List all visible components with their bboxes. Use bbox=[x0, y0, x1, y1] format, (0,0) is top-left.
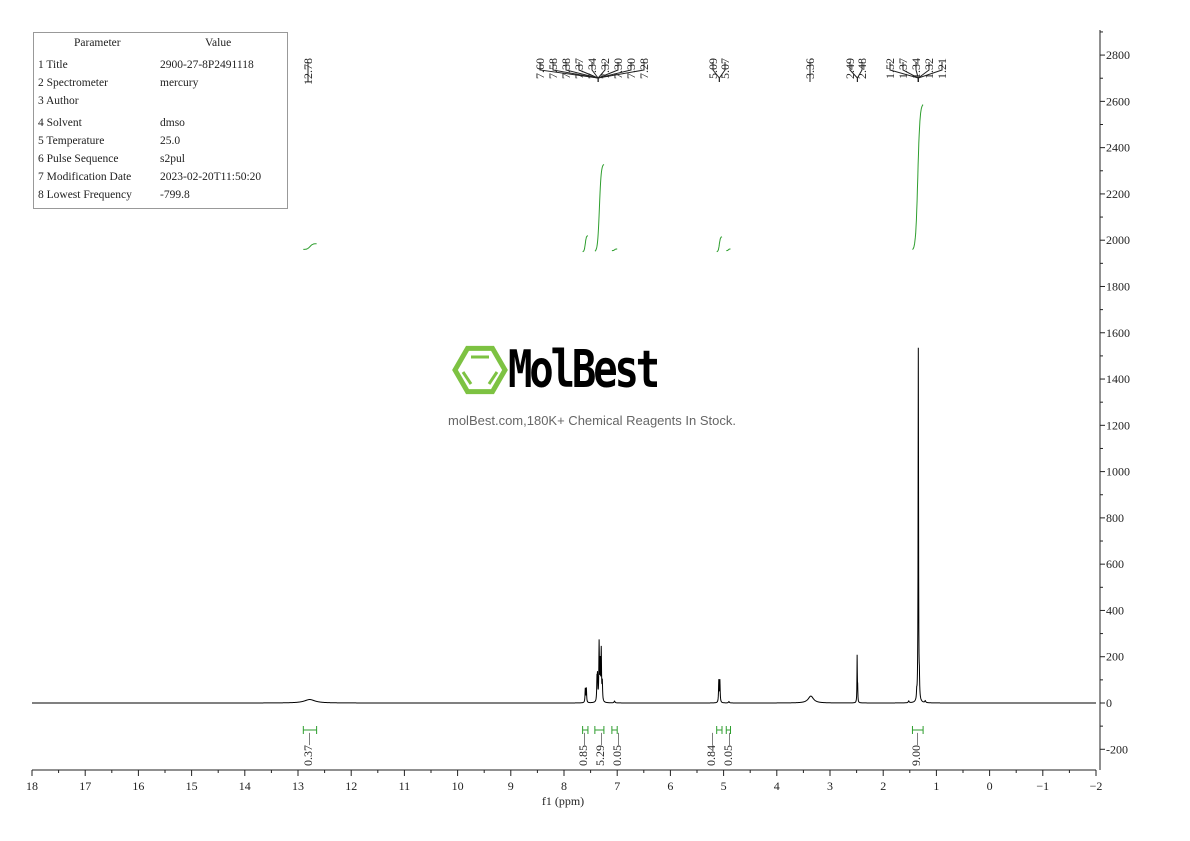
integral-bracket bbox=[725, 726, 732, 734]
integral-curve bbox=[303, 243, 317, 250]
x-tick-label: 5 bbox=[721, 779, 727, 793]
x-tick-label: 16 bbox=[132, 779, 144, 793]
x-tick-label: 11 bbox=[399, 779, 411, 793]
x-tick-label: −1 bbox=[1036, 779, 1049, 793]
parameter-row: 4 Solvent dmso bbox=[38, 117, 185, 129]
spectrum-line bbox=[32, 347, 1096, 704]
parameter-row: 1 Title 2900-27-8P2491118 bbox=[38, 59, 254, 71]
y-tick-label: 2600 bbox=[1106, 94, 1130, 108]
integral-value: 0.05— bbox=[610, 732, 624, 766]
peak-connector bbox=[718, 62, 726, 82]
x-tick-label: −2 bbox=[1090, 779, 1103, 793]
parameter-row: 8 Lowest Frequency -799.8 bbox=[38, 189, 190, 201]
x-tick-label: 8 bbox=[561, 779, 567, 793]
x-tick-label: 14 bbox=[239, 779, 251, 793]
integral-value: 0.37— bbox=[301, 732, 315, 766]
integral-value: 0.05— bbox=[721, 732, 735, 766]
y-tick-label: 1200 bbox=[1106, 418, 1130, 432]
x-tick-label: 17 bbox=[79, 779, 91, 793]
x-tick-label: 1 bbox=[933, 779, 939, 793]
integral-value: 0.84— bbox=[704, 732, 718, 766]
y-tick-label: 2400 bbox=[1106, 141, 1130, 155]
integral-value: 5.29— bbox=[593, 732, 607, 766]
parameter-row: 3 Author bbox=[38, 95, 79, 107]
y-tick-label: 2200 bbox=[1106, 187, 1130, 201]
x-axis-label: f1 (ppm) bbox=[542, 794, 584, 808]
watermark-tagline: molBest.com,180K+ Chemical Reagents In S… bbox=[448, 413, 736, 428]
integral-bracket bbox=[582, 726, 589, 734]
x-tick-label: 18 bbox=[26, 779, 38, 793]
integral-value: 9.00— bbox=[909, 732, 923, 766]
y-tick-label: 200 bbox=[1106, 650, 1124, 664]
value-header: Value bbox=[205, 37, 232, 49]
peak-connector bbox=[597, 62, 645, 82]
y-tick-label: 0 bbox=[1106, 696, 1112, 710]
x-tick-label: 3 bbox=[827, 779, 833, 793]
integral-layer: 0.37— 0.85— 5.29— 0.05— 0.84— 0.05— 9.00— bbox=[301, 104, 924, 766]
x-tick-label: 9 bbox=[508, 779, 514, 793]
parameter-row: 7 Modification Date 2023-02-20T11:50:20 bbox=[38, 171, 262, 183]
y-tick-label: 1400 bbox=[1106, 372, 1130, 386]
integral-bracket bbox=[594, 726, 605, 734]
parameter-row: 6 Pulse Sequence s2pul bbox=[38, 153, 185, 165]
peak-label-layer: 12.78 7.60 7.58 7.38 7.37 7.34 7.32 7.30 7.30 7.2… bbox=[301, 58, 949, 85]
watermark-brand: MolBest bbox=[508, 340, 660, 400]
integral-bracket bbox=[911, 726, 924, 734]
integral-curve bbox=[716, 236, 723, 253]
molbest-logo-icon bbox=[452, 345, 508, 395]
y-tick-label: 400 bbox=[1106, 603, 1124, 617]
x-tick-label: 15 bbox=[186, 779, 198, 793]
y-tick-label: -200 bbox=[1106, 742, 1128, 756]
x-tick-label: 2 bbox=[880, 779, 886, 793]
x-tick-label: 13 bbox=[292, 779, 304, 793]
y-tick-label: 1000 bbox=[1106, 465, 1130, 479]
integral-curve bbox=[611, 248, 618, 252]
y-tick-label: 600 bbox=[1106, 557, 1124, 571]
y-tick-label: 2000 bbox=[1106, 233, 1130, 247]
integral-bracket bbox=[302, 726, 318, 734]
integral-curve bbox=[726, 248, 731, 252]
y-tick-label: 1600 bbox=[1106, 326, 1130, 340]
x-tick-label: 12 bbox=[345, 779, 357, 793]
parameter-header: Parameter bbox=[74, 37, 121, 49]
parameter-row: 5 Temperature 25.0 bbox=[38, 135, 181, 147]
x-tick-label: 6 bbox=[667, 779, 673, 793]
integral-bracket bbox=[716, 726, 723, 734]
x-tick-label: 0 bbox=[987, 779, 993, 793]
integral-curve bbox=[594, 164, 605, 252]
integral-bracket bbox=[611, 726, 618, 734]
x-tick-label: 7 bbox=[614, 779, 620, 793]
integral-curve bbox=[912, 104, 924, 250]
spectrum-layer bbox=[32, 347, 1096, 704]
y-tick-label: 2800 bbox=[1106, 48, 1130, 62]
parameter-row: 2 Spectrometer mercury bbox=[38, 77, 199, 89]
y-tick-label: 1800 bbox=[1106, 279, 1130, 293]
peak-connector bbox=[856, 62, 863, 82]
integral-curve bbox=[582, 235, 589, 253]
x-axis: 18 17 16 15 14 13 12 11 10 9 8 7 6 5 4 3 2 1 0 −1 −2 bbox=[26, 769, 1103, 793]
integral-value: 0.85— bbox=[576, 732, 590, 766]
peak-connector bbox=[917, 62, 943, 82]
y-tick-label: 800 bbox=[1106, 511, 1124, 525]
x-tick-label: 4 bbox=[774, 779, 780, 793]
parameter-table: Parameter Value 1 Title 2900-27-8P2491118… bbox=[33, 32, 288, 209]
x-tick-label: 10 bbox=[452, 779, 464, 793]
y-axis: -200 0 200 400 600 800 1000 1200 1400 1600 1800 200… bbox=[1099, 30, 1130, 770]
